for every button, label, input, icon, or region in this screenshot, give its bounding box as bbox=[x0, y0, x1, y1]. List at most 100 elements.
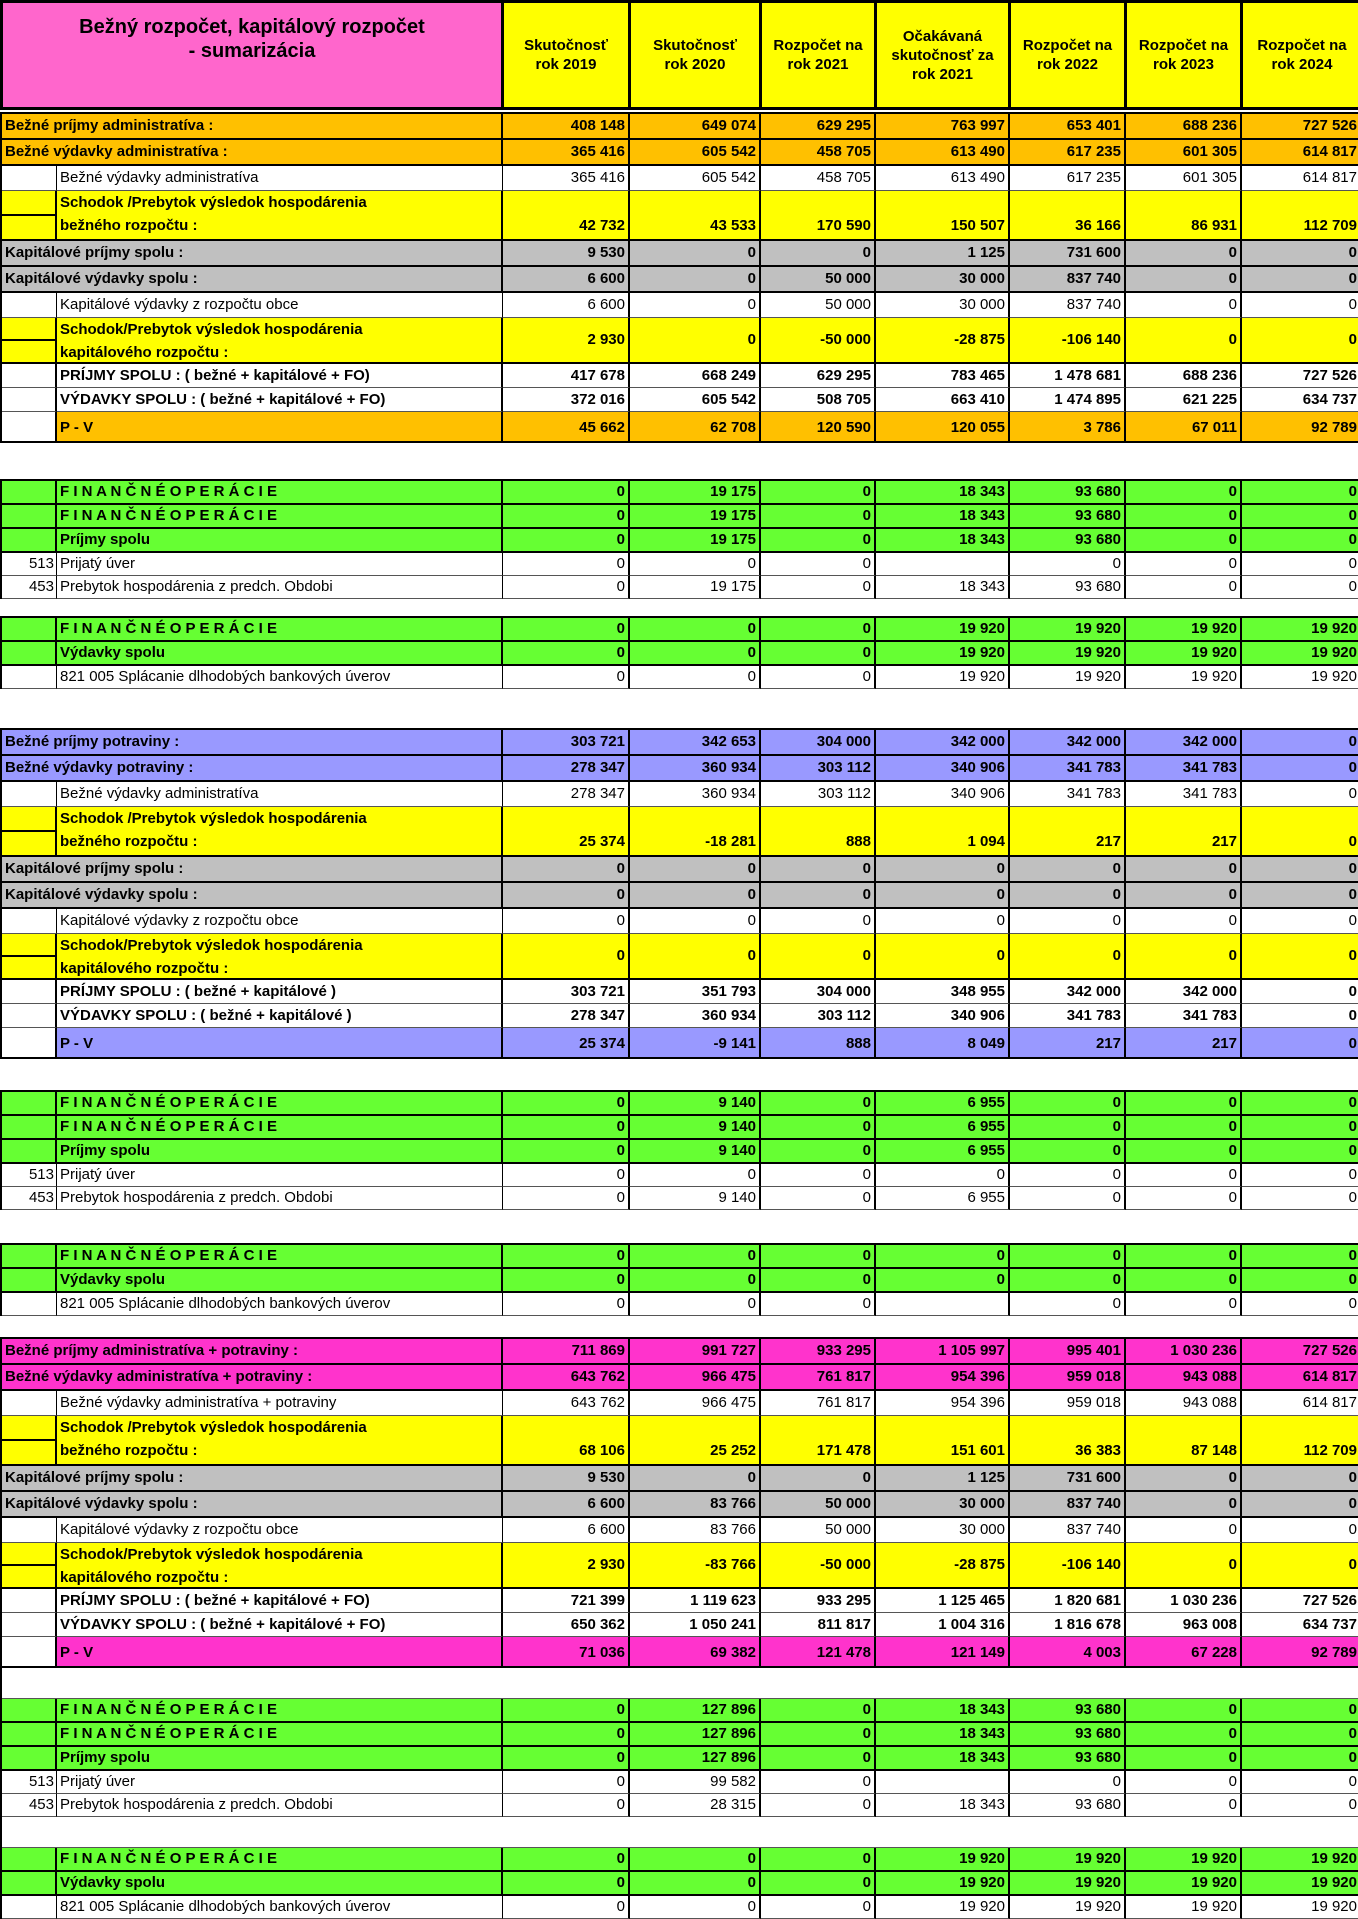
value-cell: -106 140 bbox=[1010, 1543, 1126, 1589]
code-cell bbox=[2, 1613, 57, 1637]
value-cell: 617 235 bbox=[1010, 166, 1126, 191]
value-cell: 3 786 bbox=[1010, 412, 1126, 443]
value-cell: 112 709 bbox=[1242, 191, 1358, 241]
value-cell: 761 817 bbox=[761, 1365, 876, 1391]
value-cell: 0 bbox=[761, 1723, 876, 1747]
value-cell: 19 175 bbox=[630, 505, 761, 529]
code-cell bbox=[2, 934, 57, 980]
value-cell: 303 112 bbox=[761, 782, 876, 807]
value-cell: 6 600 bbox=[503, 293, 630, 318]
value-cell: 0 bbox=[503, 1116, 630, 1140]
code-cell bbox=[2, 1699, 57, 1723]
value-cell: 0 bbox=[1126, 1699, 1242, 1723]
table-row: PRÍJMY SPOLU : ( bežné + kapitálové + FO… bbox=[2, 364, 1358, 388]
value-cell: 36 383 bbox=[1010, 1416, 1126, 1466]
value-cell: 0 bbox=[1126, 1518, 1242, 1543]
value-cell: 341 783 bbox=[1126, 782, 1242, 807]
value-cell: 365 416 bbox=[503, 140, 630, 166]
value-cell: 0 bbox=[1242, 241, 1358, 267]
value-cell: 0 bbox=[1242, 576, 1358, 599]
row-label: Bežné príjmy administratíva : bbox=[2, 114, 503, 140]
row-label: F I N A N Č N É O P E R Á C I E bbox=[57, 1245, 503, 1269]
row-label: Výdavky spolu bbox=[57, 1269, 503, 1293]
value-cell: 19 920 bbox=[1242, 618, 1358, 642]
value-cell: 42 732 bbox=[503, 191, 630, 241]
code-cell bbox=[2, 980, 57, 1004]
value-cell: 0 bbox=[503, 1794, 630, 1817]
code-cell bbox=[2, 1293, 57, 1316]
value-cell: 649 074 bbox=[630, 114, 761, 140]
value-cell: 0 bbox=[630, 1269, 761, 1293]
table-row: 513 Prijatý úver 0 0 0 0 0 0 0 bbox=[2, 1164, 1358, 1187]
table-row: Schodok /Prebytok výsledok hospodárenia … bbox=[2, 191, 1358, 241]
value-cell: 30 000 bbox=[876, 1518, 1010, 1543]
value-cell: 93 680 bbox=[1010, 481, 1126, 505]
table-row: P - V 45 662 62 708 120 590 120 055 3 786 67 0… bbox=[2, 412, 1358, 443]
value-cell: 0 bbox=[761, 1269, 876, 1293]
value-cell: 0 bbox=[761, 505, 876, 529]
value-cell: 0 bbox=[1010, 1293, 1126, 1316]
value-cell: 0 bbox=[503, 934, 630, 980]
value-cell: 0 bbox=[761, 1466, 876, 1492]
table-header: Bežný rozpočet, kapitálový rozpočet - su… bbox=[0, 0, 1358, 110]
row-label: PRÍJMY SPOLU : ( bežné + kapitálové + FO… bbox=[57, 1589, 503, 1613]
value-cell: 92 789 bbox=[1242, 412, 1358, 443]
value-cell: 0 bbox=[630, 1896, 761, 1919]
value-cell: 342 000 bbox=[1010, 980, 1126, 1004]
potraviny-section: Bežné príjmy potraviny :303 721 342 653 30… bbox=[0, 728, 1358, 1059]
row-label: Bežné výdavky administratíva + potraviny… bbox=[2, 1365, 503, 1391]
table-row: Bežné výdavky administratíva 278 347 360 9… bbox=[2, 782, 1358, 807]
row-label: VÝDAVKY SPOLU : ( bežné + kapitálové + F… bbox=[57, 1613, 503, 1637]
value-cell: 0 bbox=[761, 553, 876, 576]
value-cell: 342 000 bbox=[876, 730, 1010, 756]
value-cell: 19 920 bbox=[876, 1848, 1010, 1872]
value-cell: 93 680 bbox=[1010, 1723, 1126, 1747]
value-cell: 0 bbox=[503, 1699, 630, 1723]
value-cell: 19 175 bbox=[630, 481, 761, 505]
value-cell: 25 374 bbox=[503, 1028, 630, 1059]
value-cell: 0 bbox=[1242, 934, 1358, 980]
table-row: F I N A N Č N É O P E R Á C I E 0 19 175 0 1… bbox=[2, 505, 1358, 529]
row-label: Bežné výdavky administratíva bbox=[57, 782, 503, 807]
value-cell: 303 112 bbox=[761, 1004, 876, 1028]
value-cell: 0 bbox=[1126, 293, 1242, 318]
value-cell: 19 920 bbox=[1010, 666, 1126, 689]
value-cell: 351 793 bbox=[630, 980, 761, 1004]
value-cell: -9 141 bbox=[630, 1028, 761, 1059]
table-row: Schodok /Prebytok výsledok hospodárenia … bbox=[2, 807, 1358, 857]
value-cell: 18 343 bbox=[876, 1699, 1010, 1723]
value-cell: 50 000 bbox=[761, 267, 876, 293]
column-header-2019: Skutočnosť rok 2019 bbox=[504, 3, 631, 107]
value-cell: 19 175 bbox=[630, 576, 761, 599]
value-cell: 0 bbox=[1242, 730, 1358, 756]
value-cell bbox=[876, 1771, 1010, 1794]
value-cell: 0 bbox=[1242, 756, 1358, 782]
value-cell: -83 766 bbox=[630, 1543, 761, 1589]
value-cell: 0 bbox=[1010, 909, 1126, 934]
value-cell: 0 bbox=[1010, 934, 1126, 980]
column-header-2021-expected: Očakávaná skutočnosť za rok 2021 bbox=[877, 3, 1011, 107]
value-cell: 613 490 bbox=[876, 166, 1010, 191]
value-cell: 0 bbox=[630, 857, 761, 883]
code-cell bbox=[2, 1245, 57, 1269]
value-cell: 278 347 bbox=[503, 756, 630, 782]
value-cell: 0 bbox=[503, 1723, 630, 1747]
value-cell: 9 140 bbox=[630, 1116, 761, 1140]
value-cell: 0 bbox=[1242, 1492, 1358, 1518]
code-cell bbox=[2, 807, 57, 857]
table-row: Bežné výdavky administratíva 365 416 605 5… bbox=[2, 166, 1358, 191]
table-row: VÝDAVKY SPOLU : ( bežné + kapitálové + F… bbox=[2, 1613, 1358, 1637]
code-cell bbox=[2, 1004, 57, 1028]
value-cell: 458 705 bbox=[761, 166, 876, 191]
table-row: 453 Prebytok hospodárenia z predch. Obdob… bbox=[2, 576, 1358, 599]
value-cell: 0 bbox=[1242, 1164, 1358, 1187]
value-cell: 605 542 bbox=[630, 140, 761, 166]
row-label: Bežné výdavky administratíva bbox=[57, 166, 503, 191]
value-cell: 731 600 bbox=[1010, 241, 1126, 267]
value-cell: 112 709 bbox=[1242, 1416, 1358, 1466]
value-cell: 2 930 bbox=[503, 318, 630, 364]
value-cell: 9 530 bbox=[503, 241, 630, 267]
code-cell bbox=[2, 191, 57, 241]
value-cell: 0 bbox=[761, 618, 876, 642]
